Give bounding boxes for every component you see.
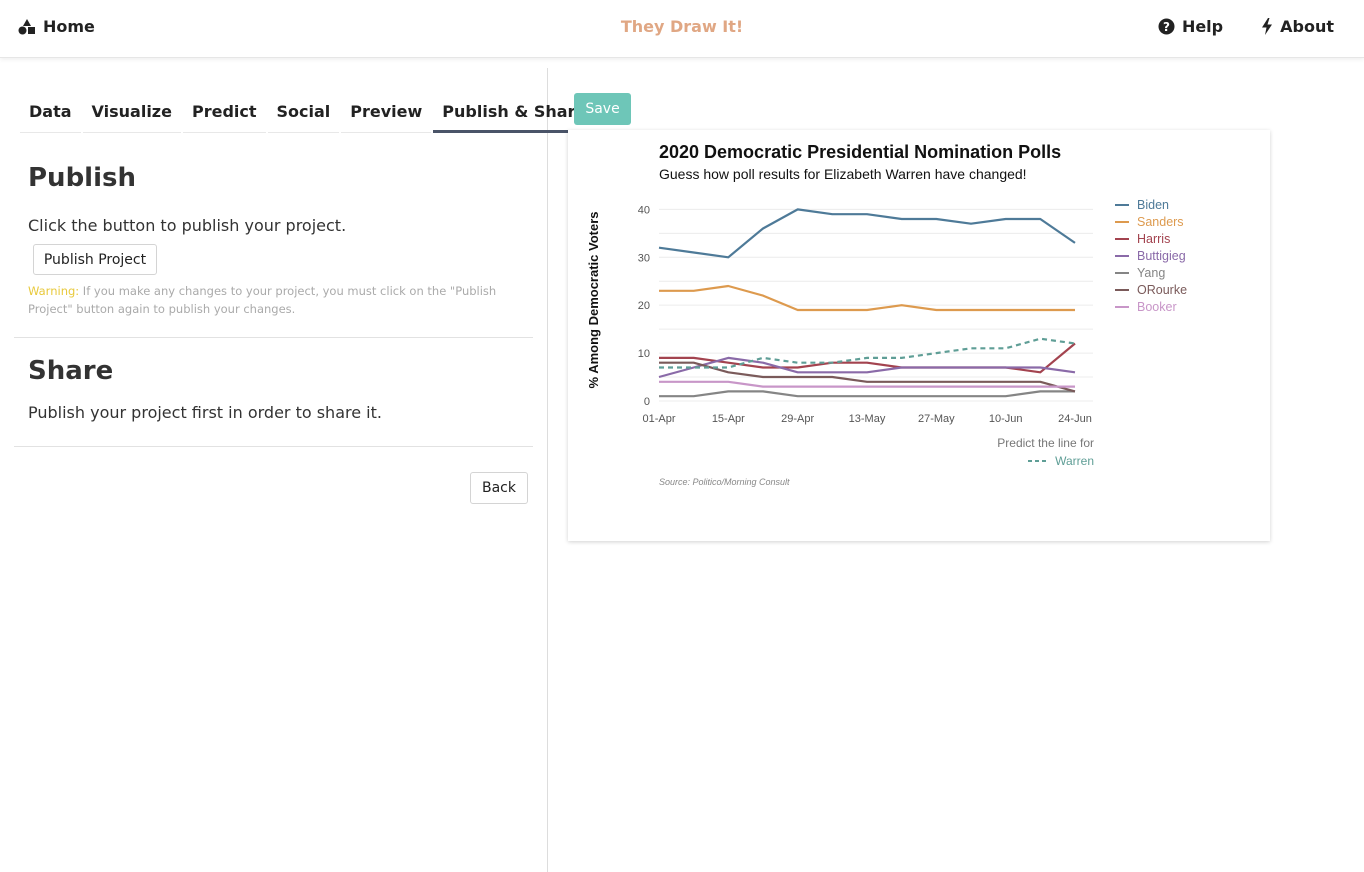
save-button[interactable]: Save	[574, 93, 631, 125]
chart-card: 2020 Democratic Presidential Nomination …	[568, 130, 1270, 541]
chart-subtitle: Guess how poll results for Elizabeth War…	[659, 166, 1027, 182]
tab-preview[interactable]: Preview	[341, 102, 432, 133]
tab-social[interactable]: Social	[267, 102, 340, 133]
x-tick-label: 01-Apr	[642, 413, 675, 425]
question-circle-icon: ?	[1158, 18, 1175, 35]
publish-project-button[interactable]: Publish Project	[33, 244, 157, 275]
svg-text:?: ?	[1163, 20, 1170, 34]
series-line-warren	[659, 337, 1076, 369]
y-tick-label: 0	[644, 396, 650, 408]
step-tabs: Data Visualize Predict Social Preview Pu…	[20, 102, 597, 133]
series-line-sanders	[659, 284, 1075, 312]
home-label: Home	[43, 17, 95, 36]
y-tick-label: 10	[638, 348, 650, 360]
x-tick-label: 24-Jun	[1058, 413, 1092, 425]
publish-warning: Warning: If you make any changes to your…	[28, 282, 508, 318]
home-link[interactable]: Home	[18, 17, 95, 36]
help-link[interactable]: ? Help	[1158, 17, 1223, 36]
left-panel: Data Visualize Predict Social Preview Pu…	[0, 68, 596, 872]
series-line-biden	[658, 208, 1076, 259]
publish-title: Publish	[28, 163, 136, 193]
tab-publish-share[interactable]: Publish & Share	[433, 102, 596, 133]
chart-source: Source: Politico/Morning Consult	[659, 477, 790, 487]
x-tick-label: 10-Jun	[989, 413, 1023, 425]
y-tick-label: 30	[638, 252, 650, 264]
line-chart: 2020 Democratic Presidential Nomination …	[586, 142, 1187, 487]
shapes-icon	[18, 18, 35, 34]
bolt-icon	[1262, 18, 1273, 35]
publish-description: Click the button to publish your project…	[28, 216, 347, 235]
divider	[14, 337, 533, 338]
legend-label: Biden	[1137, 198, 1169, 212]
legend-label: Booker	[1137, 300, 1177, 314]
predict-label: Predict the line for	[997, 436, 1094, 450]
x-tick-label: 15-Apr	[712, 413, 745, 425]
x-tick-label: 29-Apr	[781, 413, 814, 425]
chart-title: 2020 Democratic Presidential Nomination …	[659, 142, 1061, 162]
x-tick-label: 27-May	[918, 413, 955, 425]
tab-data[interactable]: Data	[20, 102, 81, 133]
y-tick-label: 20	[638, 300, 650, 312]
legend-label: Sanders	[1137, 215, 1184, 229]
back-button[interactable]: Back	[470, 472, 528, 504]
share-title: Share	[28, 356, 114, 386]
legend-label: Buttigieg	[1137, 249, 1186, 263]
help-label: Help	[1181, 17, 1224, 36]
legend-label: ORourke	[1137, 283, 1187, 297]
series-line-orourke	[659, 361, 1076, 393]
series-line-buttigieg	[658, 356, 1076, 379]
tab-visualize[interactable]: Visualize	[82, 102, 181, 133]
divider	[14, 446, 533, 447]
warning-text: If you make any changes to your project,…	[28, 284, 497, 316]
legend-label: Yang	[1137, 266, 1165, 280]
x-tick-label: 13-May	[849, 413, 886, 425]
about-label: About	[1280, 17, 1334, 36]
y-axis-label: % Among Democratic Voters	[586, 212, 601, 389]
predict-series-name: Warren	[1055, 454, 1094, 468]
tab-predict[interactable]: Predict	[182, 102, 266, 133]
series-line-booker	[659, 380, 1075, 388]
legend-label: Harris	[1137, 232, 1170, 246]
top-navbar: Home They Draw It! ? Help About	[0, 0, 1364, 58]
about-link[interactable]: About	[1261, 17, 1334, 36]
y-tick-label: 40	[638, 204, 650, 216]
series-line-yang	[659, 390, 1075, 398]
warning-label: Warning:	[28, 284, 80, 298]
share-description: Publish your project first in order to s…	[28, 403, 382, 422]
